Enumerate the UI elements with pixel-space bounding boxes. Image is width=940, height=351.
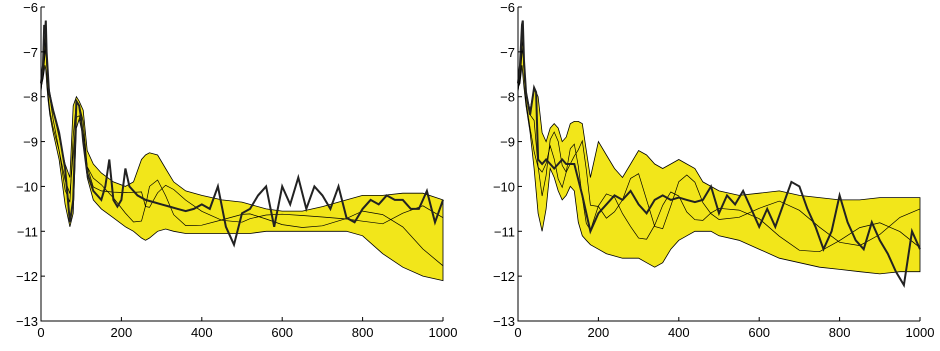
y-tick-label: −6 [23, 0, 38, 15]
x-tick-label: 600 [748, 325, 770, 340]
x-tick-label: 400 [668, 325, 690, 340]
right-panel: 0 200 400 600 800 1000 −13 −12 −11 −10 −9 −8 −7 −6 [493, 0, 935, 340]
y-tick-label: −8 [23, 90, 38, 105]
y-tick-label: −9 [23, 135, 38, 150]
y-tick-label: −13 [16, 314, 38, 329]
uncertainty-band [517, 20, 921, 275]
x-tick-label: 800 [829, 325, 851, 340]
measured-curve [40, 20, 444, 248]
y-tick-label: −12 [16, 269, 38, 284]
band-sample-curve [40, 36, 444, 267]
uncertainty-band [40, 20, 444, 282]
x-tick-label: 200 [588, 325, 610, 340]
y-tick-label: −8 [500, 90, 515, 105]
x-tick-label: 0 [514, 325, 521, 340]
y-tick-label: −13 [493, 314, 515, 329]
x-tick-label: 800 [352, 325, 374, 340]
y-tick-label: −10 [493, 179, 515, 194]
y-tick-label: −11 [494, 224, 515, 239]
y-tick-label: −7 [500, 45, 515, 60]
x-tick-label: 600 [271, 325, 293, 340]
y-tick-label: −12 [493, 269, 515, 284]
y-tick-label: −6 [500, 0, 515, 15]
y-tick-label: −10 [16, 179, 38, 194]
left-panel: 0 200 400 600 800 1000 −13 −12 −11 −10 −9 −8 −7 −6 [16, 0, 458, 340]
y-tick-label: −7 [23, 45, 38, 60]
x-tick-label: 400 [191, 325, 213, 340]
x-tick-label: 1000 [906, 325, 935, 340]
x-tick-label: 1000 [429, 325, 458, 340]
measured-curve [517, 20, 921, 289]
y-tick-label: −9 [500, 135, 515, 150]
x-tick-label: 200 [111, 325, 133, 340]
axes [40, 7, 443, 322]
y-tick-label: −11 [17, 224, 38, 239]
x-tick-label: 0 [37, 325, 44, 340]
band-sample-curve [40, 45, 444, 225]
